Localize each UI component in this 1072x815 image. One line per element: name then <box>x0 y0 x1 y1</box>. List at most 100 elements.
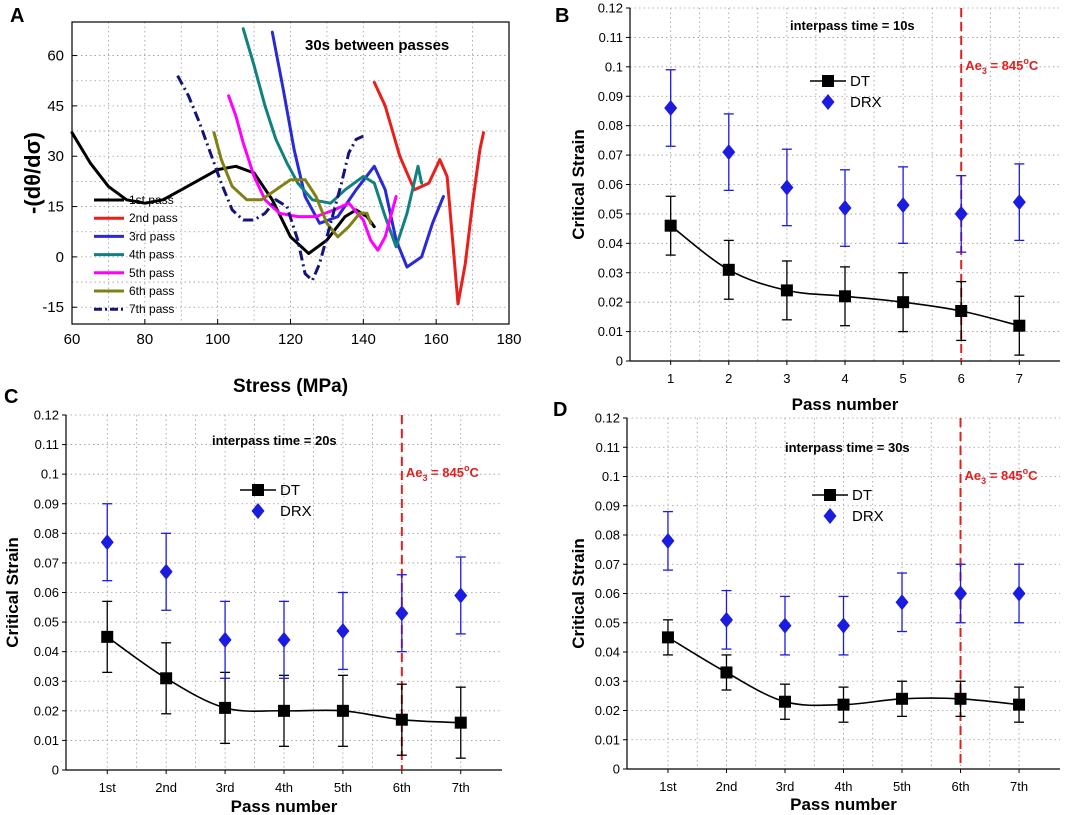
ae3-label-rest: = 845 <box>987 58 1024 73</box>
panel-d: D 0 0.01 0.02 0.03 0.04 0.05 0.06 0.07 0.08 0.09 0.… <box>553 399 1060 814</box>
marker-drx <box>100 534 114 551</box>
y-tick-label: 0.07 <box>598 148 623 163</box>
x-tick-label: 180 <box>496 331 521 348</box>
y-tick-label: 0.04 <box>34 644 59 659</box>
y-tick-label: 0.07 <box>595 557 620 572</box>
ae3-label-end: C <box>469 465 479 480</box>
ae3-label-sup: o <box>1023 56 1029 66</box>
y-tick-label: 15 <box>47 199 64 216</box>
marker-drx <box>896 197 910 214</box>
y-axis-title: -(dθ/dσ) <box>20 132 45 214</box>
ae3-label: Ae3 = 845oC <box>965 466 1039 486</box>
ae3-label-main: Ae <box>965 58 982 73</box>
y-tick-label: 0.08 <box>598 118 623 133</box>
y-tick-label: 0.01 <box>598 324 623 339</box>
legend-label: 7th pass <box>129 302 174 316</box>
marker-dt <box>664 219 677 232</box>
marker-dt <box>778 695 791 708</box>
x-tick-label: 4th <box>834 779 852 794</box>
marker-drx <box>954 205 968 222</box>
x-tick-label: 1st <box>659 779 677 794</box>
panel-letter-d: D <box>553 399 567 421</box>
x-tick-label: 3rd <box>216 780 235 795</box>
y-tick-label: 0.03 <box>598 265 623 280</box>
series-line-7th-pass <box>176 74 364 282</box>
y-tick-label: 60 <box>47 48 64 65</box>
x-tick-label: 7th <box>452 780 470 795</box>
legend-label: 6th pass <box>129 284 174 298</box>
x-tick-label: 7 <box>1016 371 1023 386</box>
panel-letter-c: C <box>4 386 18 408</box>
marker-dt <box>336 704 349 717</box>
marker-drx <box>661 532 675 549</box>
x-tick-label: 3rd <box>776 779 795 794</box>
x-tick-label: 5 <box>899 371 906 386</box>
ae3-label-main: Ae <box>965 468 982 483</box>
x-tick-label: 2 <box>725 371 732 386</box>
y-tick-label: 0.01 <box>34 733 59 748</box>
y-tick-label: 0.09 <box>595 498 620 513</box>
y-tick-label: 0.1 <box>605 59 623 74</box>
marker-dt <box>896 692 909 705</box>
x-tick-label: 6th <box>951 779 969 794</box>
ae3-label-sup: o <box>1023 466 1029 476</box>
marker-drx <box>838 200 852 217</box>
x-axis-title: Pass number <box>792 395 899 414</box>
x-tick-label: 5th <box>893 779 911 794</box>
y-tick-label: 30 <box>47 148 64 165</box>
x-tick-label: 60 <box>64 331 81 348</box>
marker-dt <box>955 304 968 317</box>
y-tick-label: 0.08 <box>595 528 620 543</box>
y-tick-label: 0 <box>56 249 64 266</box>
y-tick-label: 0 <box>616 354 623 369</box>
marker-drx <box>722 144 736 161</box>
legend-marker-dt <box>824 489 836 501</box>
y-tick-label: 0.08 <box>34 526 59 541</box>
y-tick-label: 0.06 <box>598 177 623 192</box>
ae3-label-sub: 3 <box>982 66 987 76</box>
legend-label-drx: DRX <box>850 94 882 111</box>
marker-dt <box>720 666 733 679</box>
legend-label: 1st pass <box>129 193 174 207</box>
panel-letter-b: B <box>555 5 569 27</box>
y-tick-label: -15 <box>42 299 64 316</box>
marker-drx <box>218 631 232 648</box>
marker-dt <box>780 284 793 297</box>
ae3-label-main: Ae <box>406 465 423 480</box>
marker-drx <box>664 100 678 117</box>
marker-drx <box>1012 194 1026 211</box>
marker-dt <box>219 701 232 714</box>
marker-dt <box>160 672 173 685</box>
legend-marker-dt <box>252 484 264 496</box>
ae3-label-rest: = 845 <box>986 468 1023 483</box>
x-axis-title: Pass number <box>790 795 897 814</box>
y-tick-label: 0.02 <box>34 703 59 718</box>
y-tick-label: 0.12 <box>595 411 620 426</box>
series-line-1st-pass <box>70 131 376 255</box>
ae3-label-end: C <box>1029 58 1039 73</box>
panel-b: B 0 0.01 0.02 0.03 0.04 0.05 0.06 0.07 0.08 0.09 0.… <box>555 1 1060 414</box>
y-tick-label: 0.06 <box>595 586 620 601</box>
panel-letter-a: A <box>10 5 24 27</box>
y-tick-label: 0.02 <box>595 703 620 718</box>
y-tick-label: 0.07 <box>34 555 59 570</box>
marker-drx <box>277 631 291 648</box>
marker-dt <box>395 713 408 726</box>
y-tick-label: 0.01 <box>595 732 620 747</box>
marker-dt <box>278 704 290 717</box>
legend-label-dt: DT <box>280 482 300 499</box>
y-axis-title: Critical Strain <box>569 538 588 649</box>
marker-drx <box>159 563 173 580</box>
legend-label: 5th pass <box>129 266 174 280</box>
legend-marker-drx <box>251 503 265 519</box>
y-tick-label: 0.05 <box>598 206 623 221</box>
legend-marker-dt <box>822 75 834 87</box>
marker-drx <box>395 605 409 622</box>
legend-label-drx: DRX <box>280 503 312 520</box>
marker-dt <box>954 692 967 705</box>
ae3-label-sup: o <box>464 463 470 473</box>
x-tick-label: 120 <box>278 331 303 348</box>
legend-label: 3rd pass <box>129 229 175 243</box>
x-tick-label: 140 <box>351 331 376 348</box>
